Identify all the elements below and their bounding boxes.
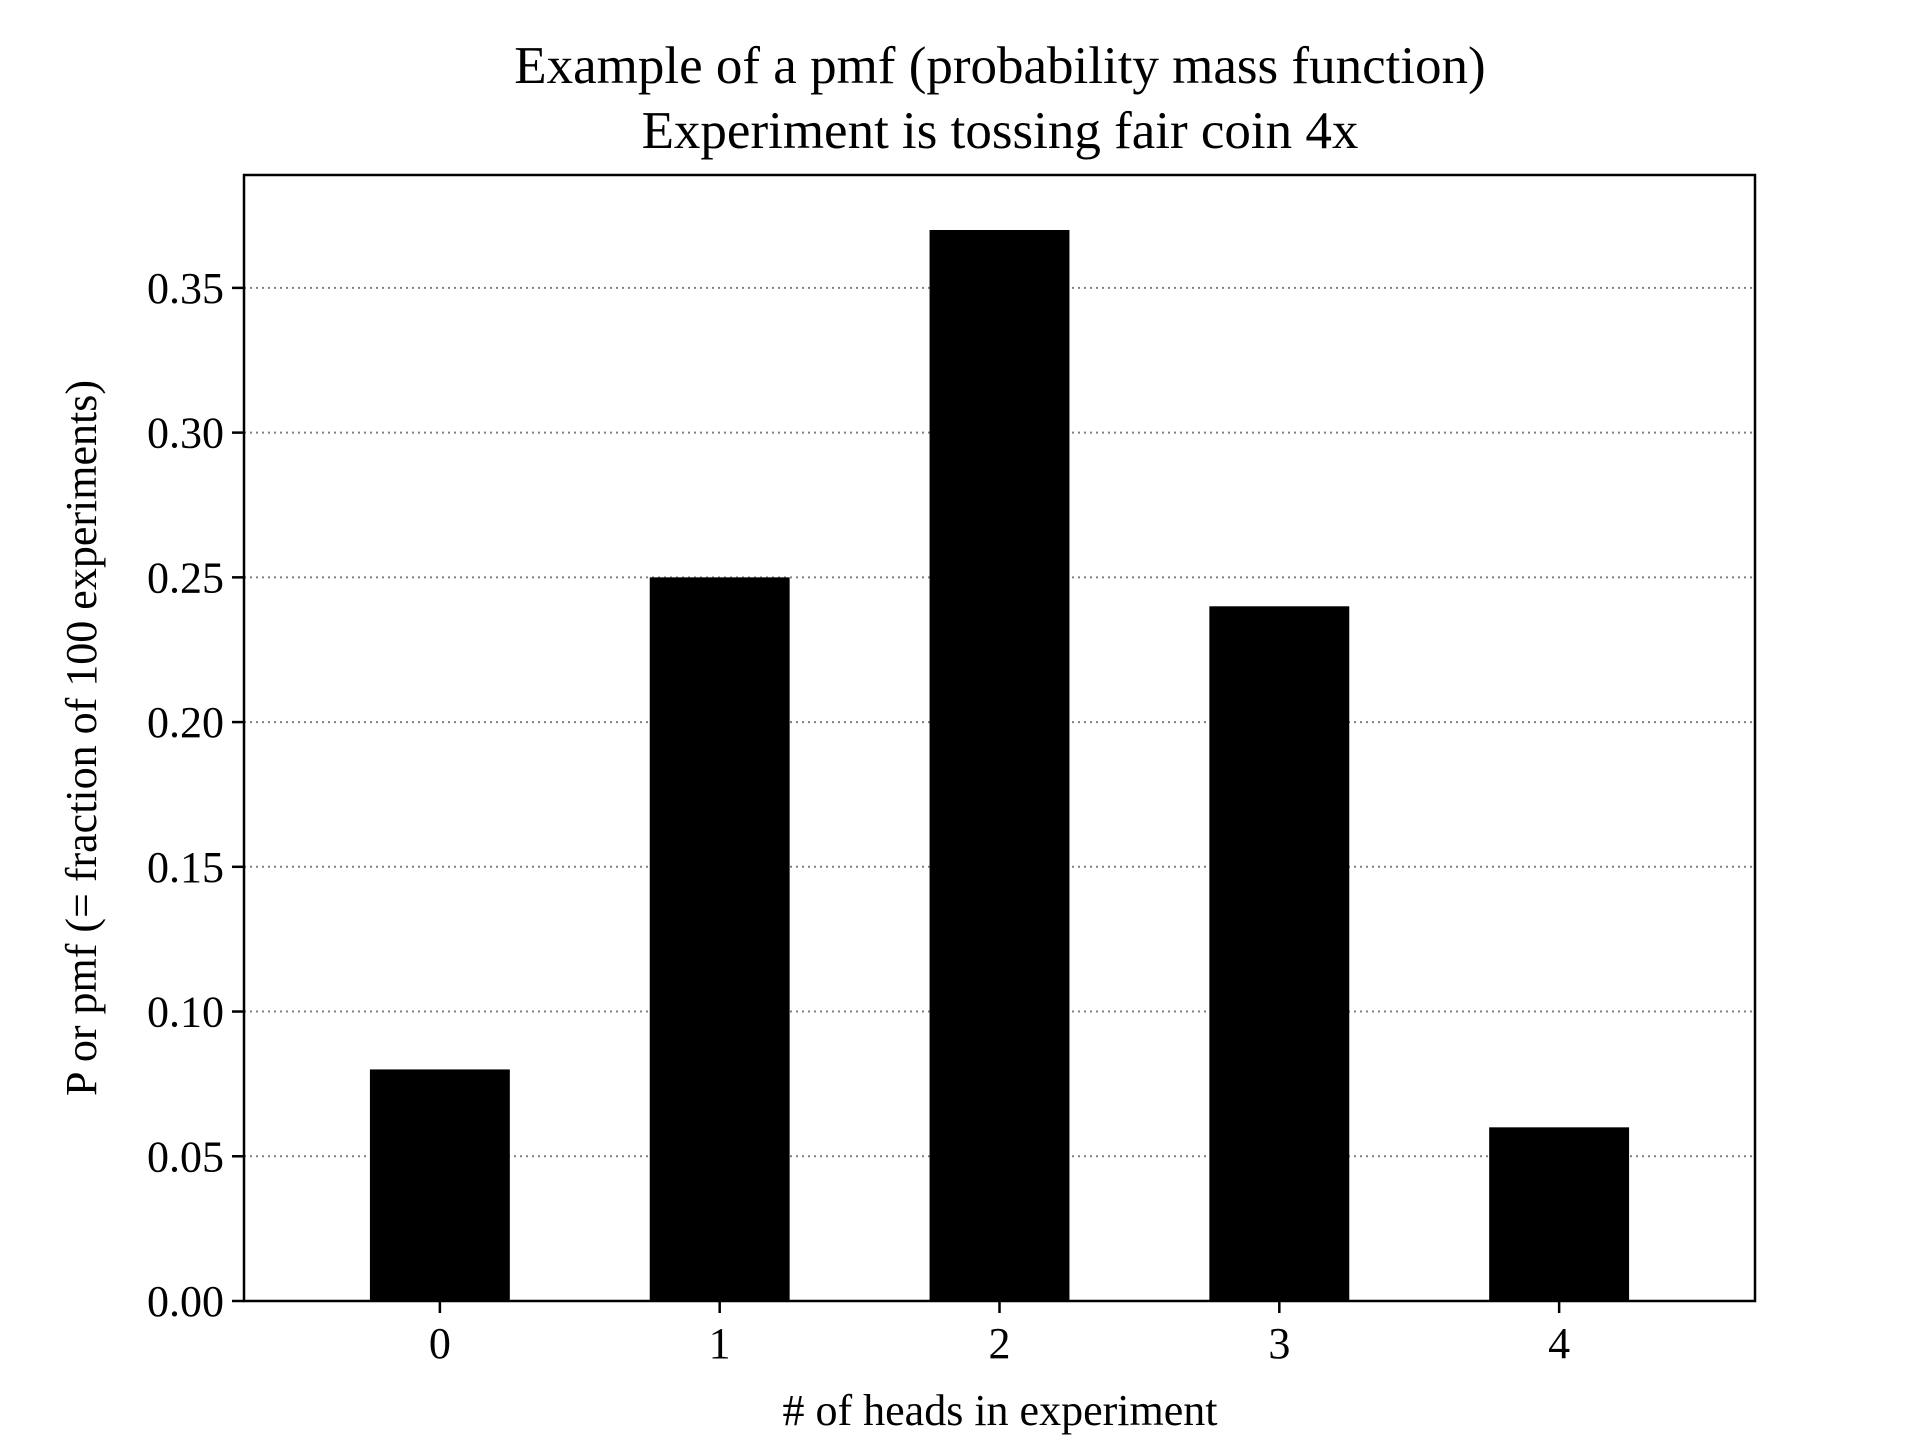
x-tick-label: 4 (1548, 1319, 1570, 1368)
y-tick-label: 0.10 (147, 988, 224, 1037)
bar (1209, 606, 1350, 1301)
y-axis-ticks: 0.00 0.05 0.10 0.15 0.20 0.25 0.30 0.35 (147, 264, 244, 1326)
x-tick-label: 2 (989, 1319, 1011, 1368)
bar (929, 229, 1070, 1301)
chart-title: Example of a pmf (probability mass funct… (514, 37, 1485, 95)
x-tick-label: 1 (709, 1319, 731, 1368)
y-tick-label: 0.15 (147, 843, 224, 892)
y-tick-label: 0.20 (147, 698, 224, 747)
bars (369, 229, 1630, 1301)
bar (369, 1069, 510, 1301)
y-axis-label: P or pmf (= fraction of 100 experiments) (57, 380, 106, 1096)
y-tick-label: 0.05 (147, 1132, 224, 1181)
y-tick-label: 0.30 (147, 409, 224, 458)
x-tick-label: 3 (1268, 1319, 1290, 1368)
bar (649, 577, 790, 1301)
x-axis-label: # of heads in experiment (783, 1386, 1218, 1435)
x-axis-ticks: 0 1 2 3 4 (429, 1301, 1570, 1368)
y-tick-label: 0.35 (147, 264, 224, 313)
y-tick-label: 0.00 (147, 1277, 224, 1326)
bar (1489, 1127, 1630, 1301)
y-tick-label: 0.25 (147, 553, 224, 602)
chart-subtitle: Experiment is tossing fair coin 4x (642, 102, 1359, 160)
x-tick-label: 0 (429, 1319, 451, 1368)
